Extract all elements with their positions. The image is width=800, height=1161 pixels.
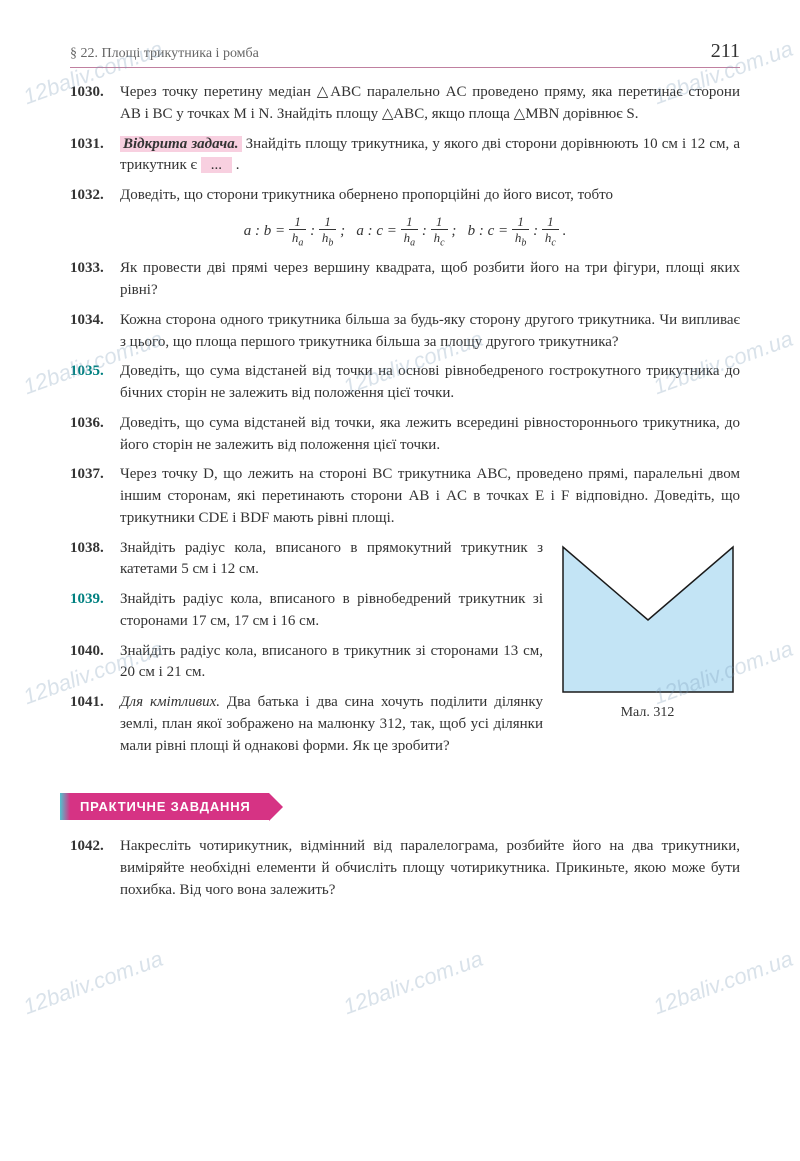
problem-number: 1034. — [70, 310, 120, 354]
problem-text: Знайдіть радіус кола, вписаного в трикут… — [120, 641, 543, 685]
watermark: 12baliv.com.ua — [340, 946, 486, 1020]
problem-text: Через точку D, що лежить на стороні BC т… — [120, 464, 740, 529]
problem-text: Як провести дві прямі через вершину квад… — [120, 258, 740, 302]
problem: 1034. Кожна сторона одного трикутника бі… — [70, 310, 740, 354]
problem-text: Відкрита задача. Знайдіть площу трикутни… — [120, 134, 740, 178]
problem-text: Кожна сторона одного трикутника більша з… — [120, 310, 740, 354]
problem: 1039. Знайдіть радіус кола, вписаного в … — [70, 589, 543, 633]
problem-number: 1035. — [70, 361, 120, 405]
problem-number: 1031. — [70, 134, 120, 178]
problem-number: 1037. — [70, 464, 120, 529]
problem-number: 1036. — [70, 413, 120, 457]
page-content: § 22. Площі трикутника і ромба 211 1030.… — [0, 0, 800, 950]
problem-text: Через точку перетину медіан △ABC паралел… — [120, 82, 740, 126]
problem: 1031. Відкрита задача. Знайдіть площу тр… — [70, 134, 740, 178]
problem-text: Для кмітливих. Для кмітливих. Два батька… — [120, 692, 543, 757]
problem-text: Доведіть, що сума відстаней від точки, я… — [120, 413, 740, 457]
row-with-figure: 1038. Знайдіть радіус кола, вписаного в … — [70, 538, 740, 766]
problem: 1035. Доведіть, що сума відстаней від то… — [70, 361, 740, 405]
highlight-label: Відкрита задача. — [120, 136, 242, 152]
problem-text: Знайдіть радіус кола, вписаного в рівноб… — [120, 589, 543, 633]
formula: a : b = 1ha : 1hb ; a : c = 1ha : 1hc ; … — [70, 215, 740, 249]
figure-caption: Мал. 312 — [555, 705, 740, 721]
problem: 1030. Через точку перетину медіан △ABC п… — [70, 82, 740, 126]
problem-number: 1042. — [70, 836, 120, 901]
problem-number: 1032. — [70, 185, 120, 207]
problem-number: 1041. — [70, 692, 120, 757]
page-header: § 22. Площі трикутника і ромба 211 — [70, 40, 740, 68]
problem: 1037. Через точку D, що лежить на сторон… — [70, 464, 740, 529]
watermark: 12baliv.com.ua — [650, 946, 796, 1020]
problem-number: 1040. — [70, 641, 120, 685]
page-number: 211 — [711, 40, 740, 63]
section-heading: ПРАКТИЧНЕ ЗАВДАННЯ — [70, 793, 269, 820]
problem-text: Знайдіть радіус кола, вписаного в прямок… — [120, 538, 543, 582]
problem-number: 1030. — [70, 82, 120, 126]
figure: Мал. 312 — [555, 538, 740, 766]
blank-fill: ... — [201, 157, 232, 173]
watermark: 12baliv.com.ua — [20, 946, 166, 1020]
problem-text: Доведіть, що сума відстаней від точки на… — [120, 361, 740, 405]
problem-text: Накресліть чотирикутник, відмінний від п… — [120, 836, 740, 901]
problem-number: 1033. — [70, 258, 120, 302]
problem-number: 1038. — [70, 538, 120, 582]
section-title: § 22. Площі трикутника і ромба — [70, 46, 259, 62]
problem: 1041. Для кмітливих. Для кмітливих. Два … — [70, 692, 543, 757]
problem-number: 1039. — [70, 589, 120, 633]
problem: 1036. Доведіть, що сума відстаней від то… — [70, 413, 740, 457]
problem: 1038. Знайдіть радіус кола, вписаного в … — [70, 538, 543, 582]
problem: 1033. Як провести дві прямі через вершин… — [70, 258, 740, 302]
problem: 1032. Доведіть, що сторони трикутника об… — [70, 185, 740, 207]
problem-text: Доведіть, що сторони трикутника обернено… — [120, 185, 740, 207]
figure-svg — [558, 542, 738, 697]
problem: 1042. Накресліть чотирикутник, відмінний… — [70, 836, 740, 901]
problem: 1040. Знайдіть радіус кола, вписаного в … — [70, 641, 543, 685]
